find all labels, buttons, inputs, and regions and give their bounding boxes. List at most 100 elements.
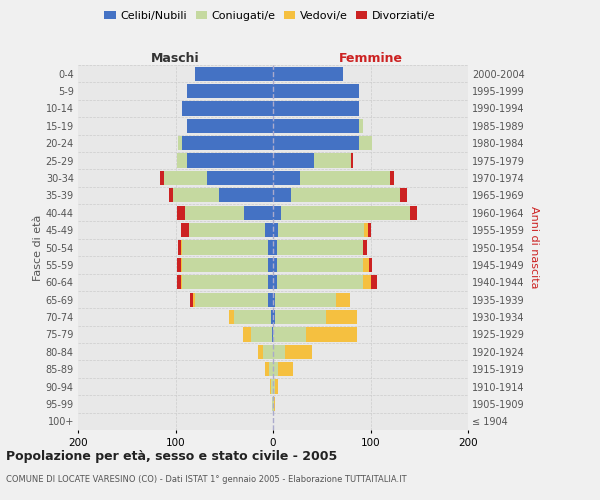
Bar [273,136,359,150]
Bar [278,223,364,237]
Bar [273,397,274,411]
Bar [268,258,273,272]
Bar [273,362,278,376]
Bar [390,171,394,185]
Text: Popolazione per età, sesso e stato civile - 2005: Popolazione per età, sesso e stato civil… [6,450,337,463]
Bar [277,275,362,289]
Bar [272,397,273,411]
Text: Femmine: Femmine [338,52,403,65]
Bar [195,66,273,81]
Bar [273,188,290,202]
Bar [359,118,362,133]
Bar [189,223,265,237]
Bar [220,188,273,202]
Bar [182,240,268,254]
Bar [273,223,278,237]
Bar [169,188,173,202]
Legend: Celibi/Nubili, Coniugati/e, Vedovi/e, Divorziati/e: Celibi/Nubili, Coniugati/e, Vedovi/e, Di… [104,10,436,20]
Bar [273,328,306,342]
Bar [273,258,277,272]
Bar [326,310,357,324]
Y-axis label: Fasce di età: Fasce di età [32,214,43,280]
Bar [164,171,206,185]
Bar [190,292,193,307]
Bar [285,344,312,359]
Bar [273,102,359,116]
Bar [178,206,185,220]
Bar [272,328,273,342]
Bar [351,154,353,168]
Bar [275,380,278,394]
Bar [301,171,390,185]
Bar [359,136,373,150]
Bar [273,66,343,81]
Text: Maschi: Maschi [151,52,200,65]
Bar [187,154,273,168]
Bar [181,223,189,237]
Bar [182,102,273,116]
Bar [195,292,268,307]
Bar [259,344,263,359]
Bar [400,188,407,202]
Bar [274,397,275,411]
Bar [269,362,273,376]
Bar [265,223,273,237]
Bar [277,258,362,272]
Bar [181,240,182,254]
Bar [364,223,368,237]
Bar [278,362,293,376]
Bar [273,118,359,133]
Bar [187,84,273,98]
Bar [273,240,277,254]
Bar [182,275,268,289]
Bar [409,206,418,220]
Bar [273,380,275,394]
Bar [234,310,271,324]
Bar [173,188,220,202]
Bar [273,171,301,185]
Bar [181,258,182,272]
Bar [362,258,368,272]
Bar [273,154,314,168]
Bar [268,292,273,307]
Bar [265,362,269,376]
Bar [178,275,181,289]
Bar [275,310,326,324]
Bar [273,310,275,324]
Bar [273,292,275,307]
Bar [277,240,362,254]
Bar [273,206,281,220]
Bar [371,275,377,289]
Bar [206,171,273,185]
Bar [290,188,400,202]
Bar [185,206,244,220]
Bar [160,171,164,185]
Bar [187,118,273,133]
Bar [182,136,273,150]
Bar [251,328,272,342]
Bar [178,154,187,168]
Bar [306,328,357,342]
Bar [368,258,373,272]
Bar [362,275,371,289]
Bar [271,310,273,324]
Bar [273,344,285,359]
Bar [273,275,277,289]
Bar [178,136,182,150]
Bar [193,292,195,307]
Bar [281,206,409,220]
Bar [362,240,367,254]
Bar [271,380,273,394]
Bar [182,258,268,272]
Bar [268,275,273,289]
Bar [243,328,251,342]
Bar [244,206,273,220]
Bar [263,344,273,359]
Bar [337,292,350,307]
Bar [181,275,182,289]
Bar [273,84,359,98]
Bar [275,292,337,307]
Bar [270,380,271,394]
Bar [368,223,371,237]
Y-axis label: Anni di nascita: Anni di nascita [529,206,539,289]
